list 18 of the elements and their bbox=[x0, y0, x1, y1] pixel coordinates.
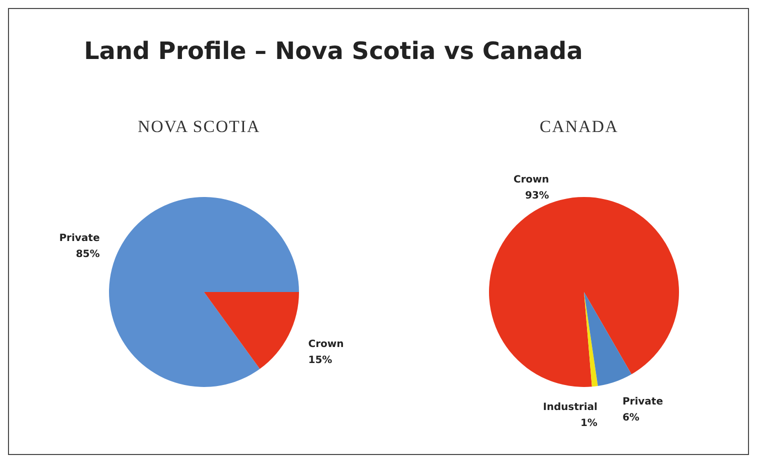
pie-slice bbox=[109, 197, 299, 387]
data-label: 15% bbox=[308, 355, 332, 366]
data-label: 6% bbox=[622, 412, 640, 424]
pie-slice bbox=[204, 292, 299, 369]
data-label: 93% bbox=[525, 190, 550, 202]
chart-subtitle: NOVA SCOTIA bbox=[136, 117, 262, 137]
data-label: 85% bbox=[76, 248, 100, 260]
data-label: 1% bbox=[580, 418, 598, 430]
pie-slice bbox=[489, 197, 679, 387]
slice-label: Private bbox=[59, 232, 100, 244]
slice-label: Crown bbox=[308, 339, 344, 350]
slice-label: Industrial bbox=[543, 402, 598, 414]
slice-label: Crown bbox=[514, 174, 550, 186]
pie-slice bbox=[584, 292, 598, 387]
chart-title: Land Profile – Nova Scotia vs Canada bbox=[84, 37, 583, 65]
pie-slice bbox=[584, 292, 632, 386]
slice-label: Private bbox=[622, 396, 664, 408]
chart-title: CANADA bbox=[538, 117, 620, 137]
